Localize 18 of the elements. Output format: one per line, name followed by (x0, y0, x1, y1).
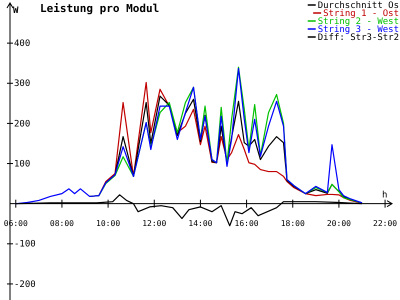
y-tick-label: 100 (14, 159, 30, 170)
x-tick-label: 14:00 (188, 218, 213, 228)
y-axis-title: W (13, 6, 19, 16)
x-tick-label: 16:00 (234, 218, 259, 228)
x-tick-label: 12:00 (142, 218, 166, 228)
y-tick-label: 200 (14, 119, 30, 130)
chart-title: Leistung pro Modul (40, 2, 160, 15)
y-tick-label: -200 (14, 280, 36, 290)
y-tick-label: -100 (14, 240, 36, 250)
x-tick-label: 20:00 (326, 218, 352, 228)
y-tick-label: 300 (14, 79, 30, 90)
x-tick-label: 08:00 (50, 218, 74, 228)
x-tick-label: 10:00 (96, 218, 120, 228)
x-tick-label: 18:00 (280, 218, 305, 228)
y-tick-label: 400 (14, 39, 30, 50)
x-tick-label: 22:00 (373, 218, 398, 228)
x-axis-title: h (382, 190, 388, 201)
legend-label: Diff: Str3-Str2 (318, 33, 399, 43)
